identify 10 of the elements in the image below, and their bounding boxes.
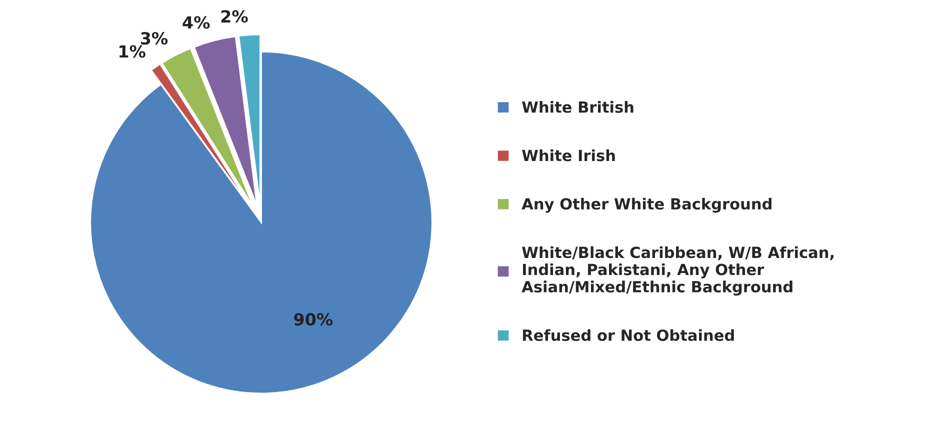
legend-label: White/Black Caribbean, W/B African, Indian, Pakistani, Any Other Asian/Mixed/Ethnic Background bbox=[522, 246, 834, 296]
data-label: 1% bbox=[120, 45, 146, 58]
legend-label: Refused or Not Obtained bbox=[522, 329, 734, 342]
data-label: 4% bbox=[182, 16, 210, 29]
data-label: 90% bbox=[294, 313, 333, 326]
data-label: 3% bbox=[140, 32, 168, 45]
legend-label: Any Other White Background bbox=[522, 198, 772, 213]
legend-label: White Irish bbox=[522, 149, 615, 162]
data-label: 2% bbox=[221, 10, 248, 23]
legend-label: White British bbox=[522, 101, 634, 113]
